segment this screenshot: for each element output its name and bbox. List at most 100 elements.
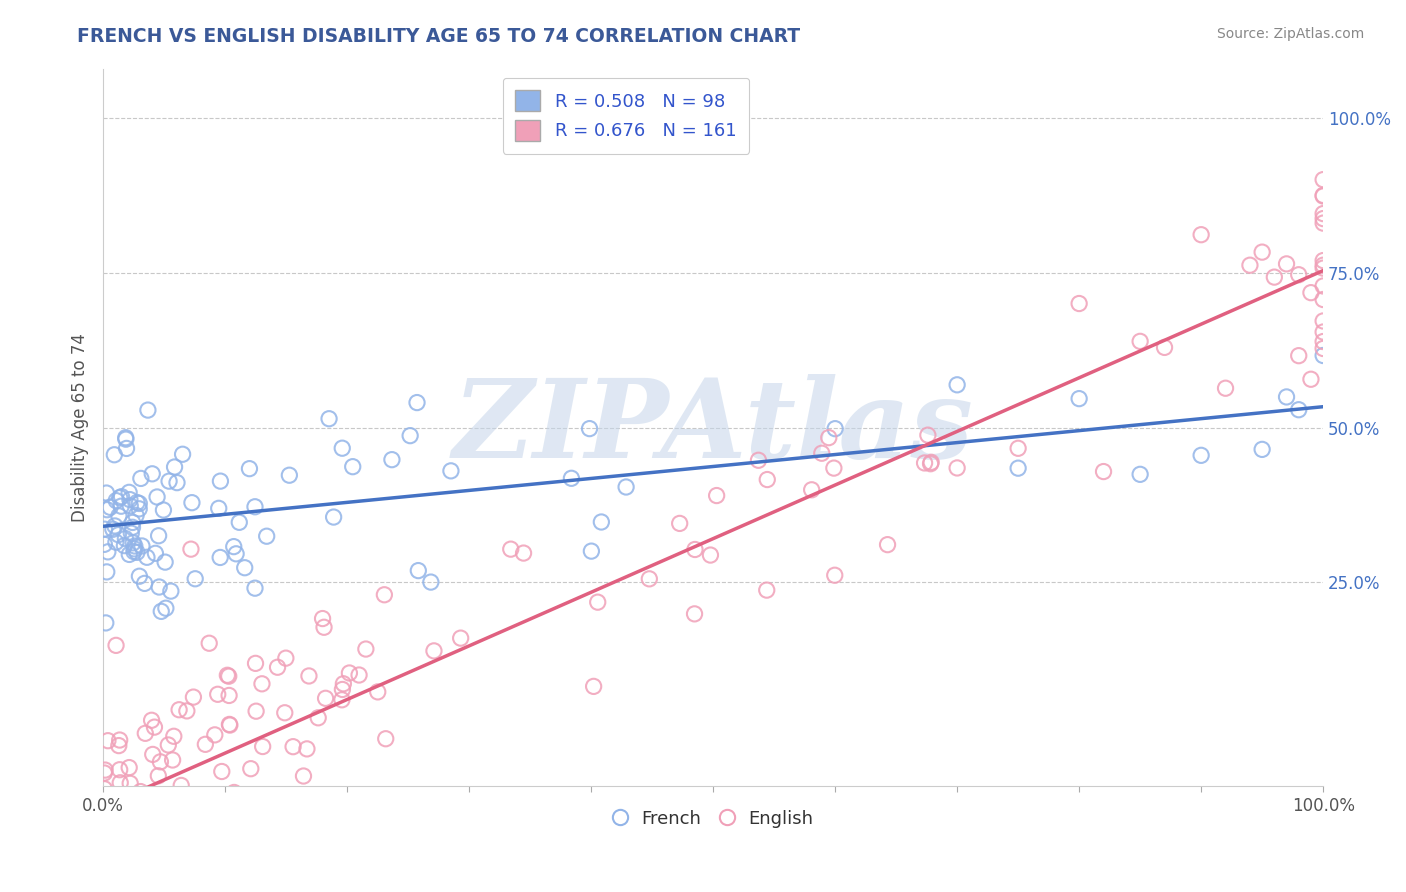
Point [512, 546, 534, 560]
Point [93, 522, 115, 536]
Point [245, 657, 267, 671]
Point [1312, 189, 1334, 203]
Point [1312, 188, 1334, 202]
Point [131, 539, 153, 553]
Point [110, 776, 132, 790]
Point [274, 706, 297, 720]
Point [101, 813, 124, 827]
Point [1312, 314, 1334, 328]
Point [163, 789, 186, 803]
Point [96, 821, 118, 835]
Point [93, 766, 115, 780]
Point [1251, 442, 1274, 457]
Point [638, 572, 661, 586]
Point [110, 838, 132, 852]
Point [183, 791, 205, 805]
Point [668, 516, 690, 531]
Point [1312, 334, 1334, 349]
Point [1288, 402, 1310, 417]
Point [1312, 211, 1334, 226]
Point [399, 428, 422, 442]
Point [245, 704, 267, 718]
Point [96, 830, 118, 844]
Point [96, 565, 118, 579]
Point [124, 539, 146, 553]
Point [1215, 381, 1237, 395]
Point [423, 644, 446, 658]
Point [107, 527, 129, 541]
Point [406, 395, 429, 409]
Point [162, 753, 184, 767]
Point [252, 739, 274, 754]
Text: ZIPAtlas: ZIPAtlas [453, 374, 973, 482]
Point [108, 733, 131, 747]
Point [141, 713, 163, 727]
Point [1069, 392, 1091, 406]
Point [367, 685, 389, 699]
Point [98, 836, 121, 850]
Point [153, 555, 176, 569]
Point [124, 820, 146, 834]
Point [747, 453, 769, 467]
Point [499, 542, 522, 557]
Point [134, 576, 156, 591]
Point [1092, 465, 1115, 479]
Point [141, 467, 163, 481]
Point [824, 568, 846, 582]
Point [114, 431, 136, 445]
Point [1312, 349, 1334, 363]
Point [225, 547, 247, 561]
Point [118, 492, 141, 507]
Point [93, 781, 115, 796]
Point [120, 526, 142, 541]
Point [110, 490, 132, 504]
Point [339, 665, 361, 680]
Point [233, 560, 256, 574]
Point [125, 495, 148, 509]
Point [149, 807, 172, 822]
Point [876, 538, 898, 552]
Point [143, 720, 166, 734]
Point [125, 508, 148, 523]
Text: FRENCH VS ENGLISH DISABILITY AGE 65 TO 74 CORRELATION CHART: FRENCH VS ENGLISH DISABILITY AGE 65 TO 7… [77, 27, 800, 45]
Point [218, 718, 240, 732]
Point [118, 548, 141, 562]
Point [240, 790, 263, 805]
Point [817, 431, 839, 445]
Point [800, 483, 823, 497]
Point [198, 636, 221, 650]
Point [1189, 448, 1212, 462]
Point [560, 471, 582, 485]
Point [104, 535, 127, 549]
Point [120, 499, 142, 513]
Point [94, 615, 117, 630]
Point [917, 428, 939, 442]
Point [373, 588, 395, 602]
Point [118, 761, 141, 775]
Point [101, 522, 124, 536]
Point [920, 455, 942, 469]
Point [914, 456, 936, 470]
Point [1007, 461, 1029, 475]
Point [112, 539, 135, 553]
Point [118, 485, 141, 500]
Point [295, 742, 318, 756]
Point [211, 764, 233, 779]
Point [121, 516, 143, 530]
Point [146, 490, 169, 504]
Point [121, 520, 143, 534]
Point [332, 677, 354, 691]
Point [121, 833, 143, 847]
Point [274, 651, 297, 665]
Point [374, 731, 396, 746]
Point [129, 471, 152, 485]
Point [103, 448, 125, 462]
Point [145, 546, 167, 560]
Point [97, 817, 120, 831]
Point [115, 803, 138, 817]
Point [98, 500, 121, 515]
Point [218, 717, 240, 731]
Point [180, 542, 202, 557]
Point [243, 581, 266, 595]
Point [115, 876, 138, 890]
